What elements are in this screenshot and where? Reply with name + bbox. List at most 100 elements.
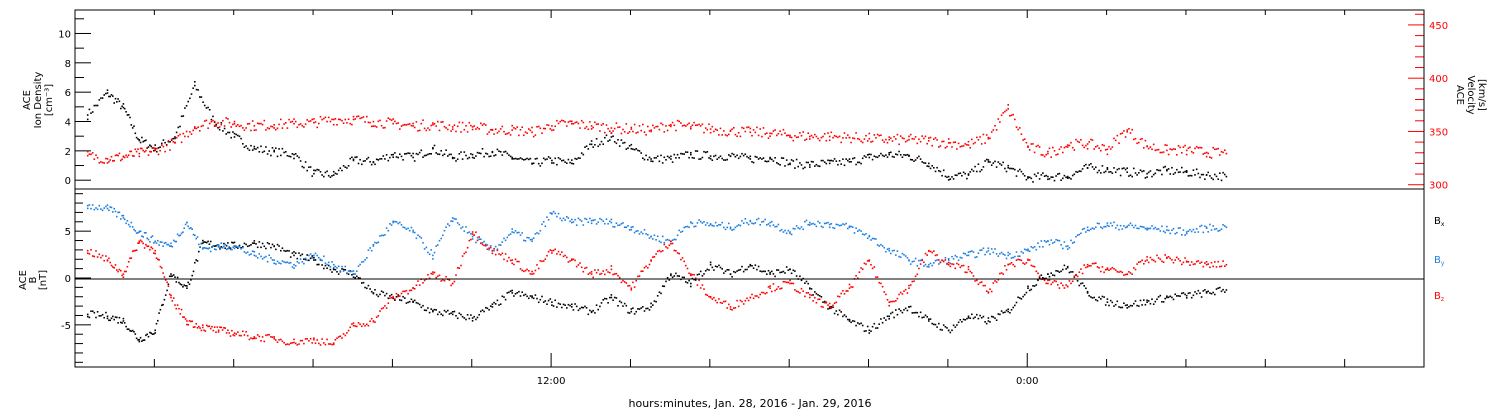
bz-point xyxy=(528,270,530,272)
by-point xyxy=(513,231,515,234)
by-point xyxy=(227,247,229,250)
density-point xyxy=(729,155,732,157)
bz-point xyxy=(1134,268,1137,271)
bz-point xyxy=(868,260,871,262)
bz-point xyxy=(1106,268,1109,271)
bz-point xyxy=(361,325,363,328)
bz-point xyxy=(1179,260,1181,262)
by-point xyxy=(759,224,761,226)
by-point xyxy=(1007,251,1009,254)
bx-point xyxy=(240,247,242,249)
density-point xyxy=(174,136,176,138)
by-point xyxy=(316,254,318,257)
bx-point xyxy=(997,313,1000,315)
by-point xyxy=(240,248,242,250)
bx-point xyxy=(956,324,958,326)
by-point xyxy=(427,251,429,254)
bx-point xyxy=(1010,309,1013,311)
bx-point xyxy=(539,298,542,301)
by-point xyxy=(571,218,573,221)
bz-point xyxy=(332,342,335,344)
bz-point xyxy=(843,293,846,295)
bx-point xyxy=(356,275,358,278)
by-point xyxy=(182,231,184,233)
bz-point xyxy=(757,296,760,299)
velocity-point xyxy=(451,126,454,128)
bx-point xyxy=(909,305,912,308)
density-point xyxy=(731,152,733,155)
bx-point xyxy=(529,295,532,297)
by-point xyxy=(1057,239,1059,242)
density-point xyxy=(407,152,409,154)
density-point xyxy=(174,137,176,140)
by-point xyxy=(929,262,932,265)
by-point xyxy=(1152,227,1155,230)
by-point xyxy=(1128,224,1130,226)
velocity-point xyxy=(613,127,616,130)
by-point xyxy=(506,236,509,239)
bz-point xyxy=(1020,259,1023,262)
bx-point xyxy=(127,328,130,330)
by-point xyxy=(470,233,472,235)
bx-point xyxy=(532,297,535,300)
by-point xyxy=(840,224,842,227)
bz-point xyxy=(1052,281,1054,284)
density-point xyxy=(447,155,449,157)
by-point xyxy=(224,243,226,246)
density-point xyxy=(979,170,981,173)
density-point xyxy=(584,146,586,148)
bx-point xyxy=(491,306,494,308)
velocity-point xyxy=(551,125,553,127)
velocity-point xyxy=(582,121,585,124)
velocity-point xyxy=(694,124,697,127)
legend-bx: Bx xyxy=(1434,216,1445,228)
bz-point xyxy=(637,275,639,278)
bx-point xyxy=(219,247,221,250)
density-point xyxy=(1101,165,1104,167)
by-point xyxy=(184,223,187,226)
velocity-point xyxy=(711,125,714,128)
by-point xyxy=(268,254,270,256)
bz-point xyxy=(860,267,862,269)
velocity-point xyxy=(934,137,937,139)
bz-point xyxy=(802,290,804,292)
bx-point xyxy=(630,310,633,313)
velocity-point xyxy=(1007,104,1009,106)
bz-point xyxy=(1215,266,1218,268)
bz-point xyxy=(1214,261,1216,263)
bx-point xyxy=(744,268,747,271)
by-point xyxy=(870,239,872,241)
by-point xyxy=(369,247,371,249)
velocity-point xyxy=(683,124,685,127)
by-point xyxy=(782,231,785,233)
bz-point xyxy=(270,336,272,338)
by-point xyxy=(594,219,596,221)
by-point xyxy=(106,207,109,210)
bz-point xyxy=(352,324,355,327)
density-point xyxy=(928,165,930,168)
density-point xyxy=(860,162,862,165)
bx-point xyxy=(1028,289,1031,292)
density-point xyxy=(372,161,375,163)
by-point xyxy=(582,224,585,226)
by-point xyxy=(1202,231,1205,234)
by-point xyxy=(1143,226,1145,228)
density-point xyxy=(1179,171,1181,173)
velocity-point xyxy=(442,121,444,123)
by-point xyxy=(1091,227,1094,229)
bx-point xyxy=(1143,299,1145,301)
density-point xyxy=(357,162,360,165)
bx-point xyxy=(536,297,538,300)
velocity-point xyxy=(337,118,340,121)
velocity-point xyxy=(327,116,330,119)
density-point xyxy=(784,165,786,167)
density-point xyxy=(643,158,646,161)
velocity-point xyxy=(208,122,211,125)
by-point xyxy=(731,229,733,231)
bx-point xyxy=(686,282,689,284)
density-point xyxy=(640,152,642,154)
bx-point xyxy=(754,264,757,266)
bz-point xyxy=(782,280,785,283)
density-point xyxy=(1146,176,1148,178)
bx-point xyxy=(716,266,718,268)
